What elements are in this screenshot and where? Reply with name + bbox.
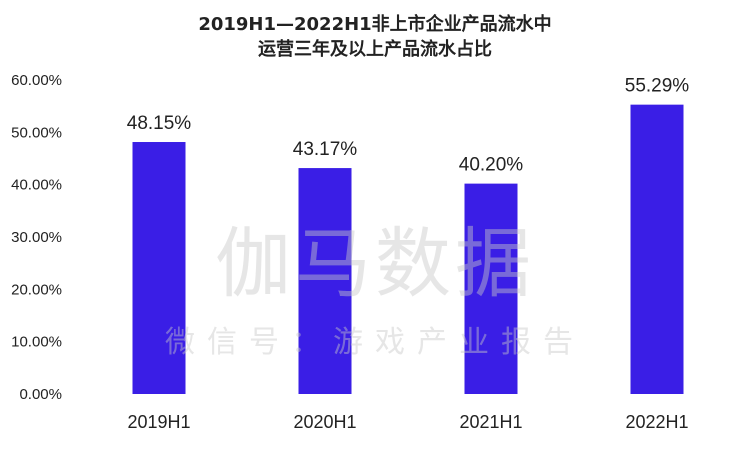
y-tick-label: 40.00% xyxy=(11,177,62,194)
bars xyxy=(132,104,684,395)
chart-title-line-1: 2019H1—2022H1非上市企业产品流水中 xyxy=(198,13,551,35)
data-label: 55.29% xyxy=(625,76,690,97)
bar xyxy=(464,183,518,394)
y-tick-label: 60.00% xyxy=(11,72,62,89)
data-label: 40.20% xyxy=(459,155,524,176)
y-tick-label: 0.00% xyxy=(19,386,62,403)
y-axis: 0.00% 10.00% 20.00% 30.00% 40.00% 50.00% 60.00… xyxy=(11,72,62,403)
bar xyxy=(298,168,352,394)
chart-title-line-2: 运营三年及以上产品流水占比 xyxy=(258,38,492,60)
watermark-wechat-id: 微信号：游戏产业报告 xyxy=(165,325,585,360)
data-label: 48.15% xyxy=(127,113,192,134)
x-tick-label: 2020H1 xyxy=(293,412,356,432)
x-tick-label: 2021H1 xyxy=(459,412,522,432)
watermark-brand: 伽马数据 xyxy=(215,219,535,308)
y-tick-label: 10.00% xyxy=(11,334,62,351)
bar xyxy=(132,142,186,394)
data-label: 43.17% xyxy=(293,139,358,160)
y-tick-label: 50.00% xyxy=(11,124,62,141)
data-labels: 48.15% 43.17% 40.20% 55.29% xyxy=(127,76,690,176)
chart-title: 2019H1—2022H1非上市企业产品流水中 运营三年及以上产品流水占比 xyxy=(198,13,551,60)
x-axis: 2019H1 2020H1 2021H1 2022H1 xyxy=(127,412,688,432)
x-tick-label: 2019H1 xyxy=(127,412,190,432)
x-tick-label: 2022H1 xyxy=(625,412,688,432)
watermark: 伽马数据 微信号：游戏产业报告 xyxy=(165,219,585,360)
y-tick-label: 30.00% xyxy=(11,229,62,246)
bar xyxy=(630,104,684,395)
y-tick-label: 20.00% xyxy=(11,281,62,298)
